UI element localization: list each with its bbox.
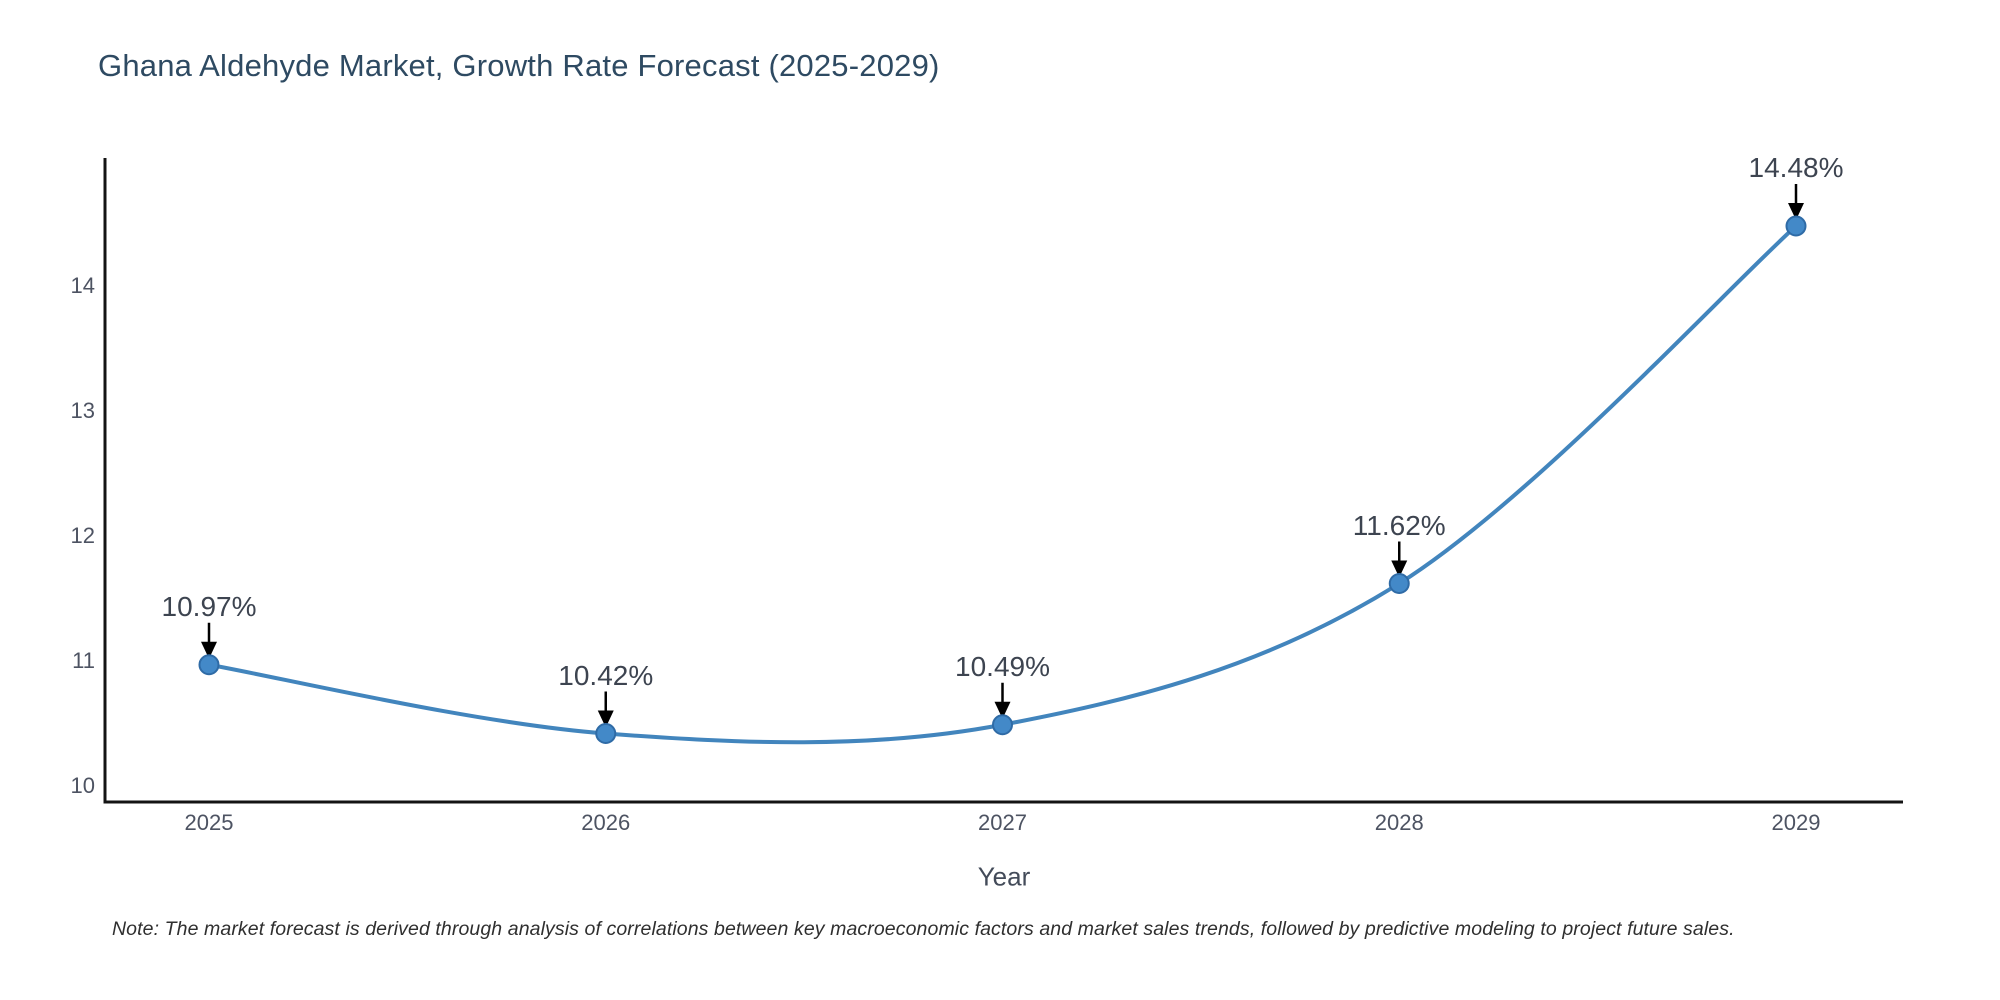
footnote: Note: The market forecast is derived thr… xyxy=(112,918,1735,940)
data-point-marker xyxy=(595,723,617,744)
x-tick-label: 2025 xyxy=(184,810,234,835)
x-tick-label: 2028 xyxy=(1374,810,1424,835)
annotation-arrow-head xyxy=(201,641,217,659)
y-tick-label: 10 xyxy=(70,773,95,798)
y-tick-label: 14 xyxy=(70,273,95,298)
data-point-marker xyxy=(992,714,1013,736)
annotation-arrow-head xyxy=(994,701,1011,719)
y-tick-label: 13 xyxy=(70,398,95,423)
x-tick-label: 2027 xyxy=(978,810,1027,835)
data-label: 10.97% xyxy=(161,590,257,622)
chart-title: Ghana Aldehyde Market, Growth Rate Forec… xyxy=(98,48,940,83)
data-point-marker xyxy=(1785,215,1807,237)
x-tick-label: 2029 xyxy=(1771,810,1821,835)
x-tick-label: 2026 xyxy=(581,810,631,835)
annotation-arrow-head xyxy=(1391,560,1408,578)
x-axis-title: Year xyxy=(977,861,1031,892)
annotation-arrow-head xyxy=(597,710,614,728)
data-label: 11.62% xyxy=(1352,509,1446,541)
data-label: 10.42% xyxy=(558,659,654,691)
data-label: 10.49% xyxy=(955,650,1050,682)
data-point-marker xyxy=(1388,573,1410,594)
y-tick-label: 12 xyxy=(70,523,95,548)
annotation-arrow-head xyxy=(1788,203,1804,220)
y-tick-label: 11 xyxy=(72,648,95,673)
data-label: 14.48% xyxy=(1748,152,1844,183)
series-line xyxy=(207,224,1798,745)
data-point-marker xyxy=(198,654,220,676)
